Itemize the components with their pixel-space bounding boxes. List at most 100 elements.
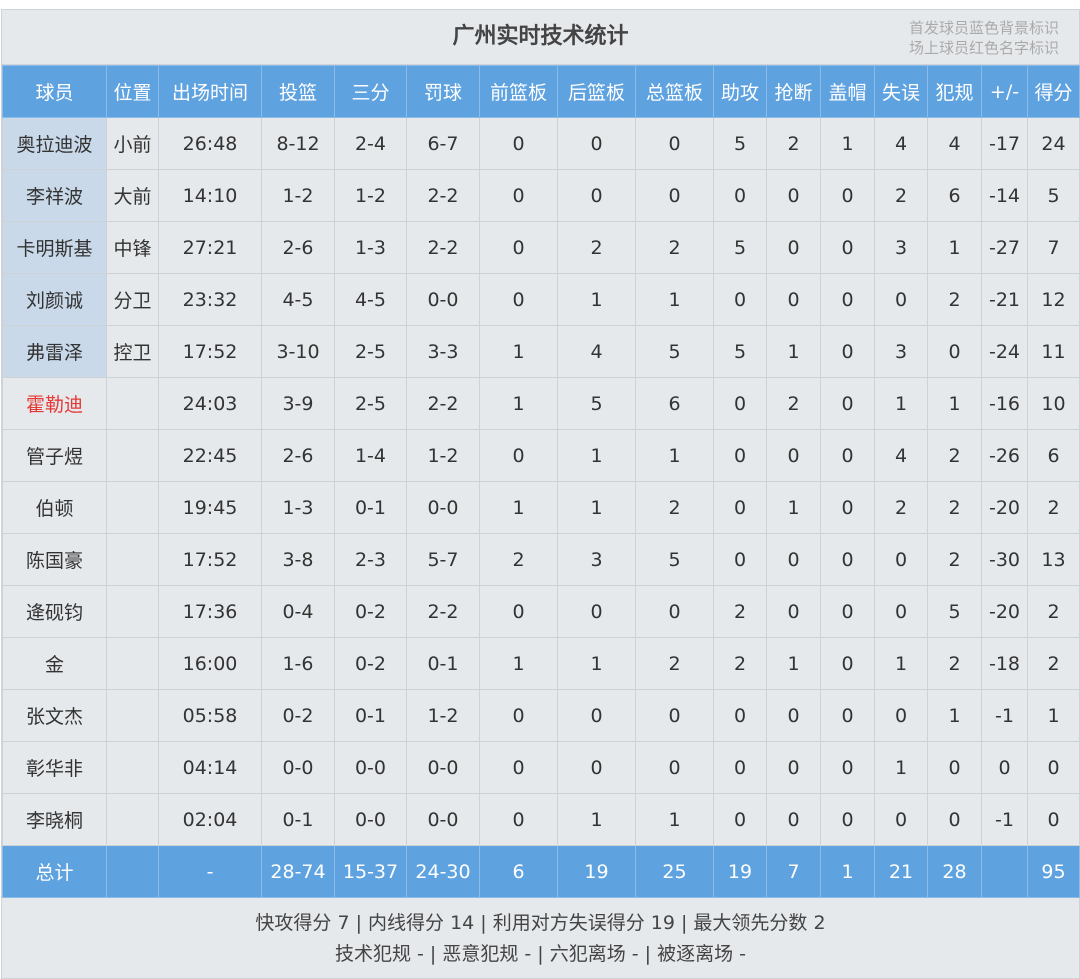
stat-cell: 0: [766, 689, 821, 742]
player-row: 陈国豪 17:52 3-8 2-3 5-7 2 3 5 0 0 0 0 2 -30 13: [2, 533, 1080, 586]
stat-cell: 0-0: [334, 741, 407, 794]
player-name: 张文杰: [2, 689, 107, 742]
stat-cell: 04:14: [158, 741, 262, 794]
stat-cell: 0: [927, 793, 982, 846]
stat-cell: 0-0: [406, 793, 480, 846]
stat-cell: 0: [766, 221, 821, 274]
stat-cell: 2: [927, 481, 982, 534]
stat-cell: 3: [874, 325, 928, 378]
stat-cell: 分卫: [106, 273, 159, 326]
page-title: 广州实时技术统计: [452, 24, 629, 49]
stat-cell: [106, 689, 159, 742]
stat-cell: 0: [713, 793, 767, 846]
stat-cell: 1-6: [261, 637, 335, 690]
stat-cell: 2: [635, 221, 714, 274]
player-name: 李晓桐: [2, 793, 107, 846]
total-cell: 6: [479, 845, 558, 898]
stat-cell: 2: [874, 481, 928, 534]
stat-cell: 2-6: [261, 429, 335, 482]
stat-cell: 0: [713, 169, 767, 222]
player-name: 刘颜诚: [2, 273, 107, 326]
stat-cell: 3-8: [261, 533, 335, 586]
stat-cell: 16:00: [158, 637, 262, 690]
stat-cell: 5: [713, 325, 767, 378]
stat-cell: 5: [713, 221, 767, 274]
stat-cell: 0: [479, 221, 558, 274]
stat-cell: 4: [874, 117, 928, 170]
stat-cell: 1-3: [261, 481, 335, 534]
stat-cell: 5: [635, 533, 714, 586]
stat-cell: 24:03: [158, 377, 262, 430]
stat-cell: 3: [557, 533, 636, 586]
stat-cell: 24: [1027, 117, 1080, 170]
stat-cell: 1-2: [261, 169, 335, 222]
stat-cell: 1: [557, 429, 636, 482]
total-cell: 1: [820, 845, 875, 898]
stat-cell: 1: [927, 221, 982, 274]
stat-cell: 0: [820, 325, 875, 378]
summary-line-1: 快攻得分 7 | 内线得分 14 | 利用对方失误得分 19 | 最大领先分数 …: [255, 912, 826, 934]
column-header: 三分: [334, 65, 407, 118]
player-row: 张文杰 05:58 0-2 0-1 1-2 0 0 0 0 0 0 0 1 -1 1: [2, 689, 1080, 742]
stat-cell: 1: [479, 637, 558, 690]
stat-cell: 2: [1027, 481, 1080, 534]
stat-cell: 2-5: [334, 377, 407, 430]
stat-cell: -27: [981, 221, 1028, 274]
stat-cell: -26: [981, 429, 1028, 482]
stat-cell: 1: [557, 273, 636, 326]
stat-cell: 5: [1027, 169, 1080, 222]
stat-cell: 0-1: [334, 689, 407, 742]
player-row: 逄砚钧 17:36 0-4 0-2 2-2 0 0 0 2 0 0 0 5 -20 2: [2, 585, 1080, 638]
stat-cell: 1: [635, 273, 714, 326]
player-name: 霍勒迪: [2, 377, 107, 430]
player-name: 伯顿: [2, 481, 107, 534]
stat-cell: 17:52: [158, 533, 262, 586]
stat-cell: 5: [927, 585, 982, 638]
stat-cell: 0: [713, 273, 767, 326]
stat-cell: 1-4: [334, 429, 407, 482]
column-header: 犯规: [927, 65, 982, 118]
player-row: 彰华非 04:14 0-0 0-0 0-0 0 0 0 0 0 0 1 0 0 0: [2, 741, 1080, 794]
column-header: 前篮板: [479, 65, 558, 118]
player-name: 陈国豪: [2, 533, 107, 586]
player-row: 金 16:00 1-6 0-2 0-1 1 1 2 2 1 0 1 2 -18 2: [2, 637, 1080, 690]
stat-cell: 0: [820, 481, 875, 534]
stat-cell: 1: [479, 325, 558, 378]
stat-cell: 2: [927, 637, 982, 690]
stat-cell: 0: [874, 533, 928, 586]
stat-cell: 2: [927, 429, 982, 482]
stat-cell: 0-1: [261, 793, 335, 846]
stat-cell: 1-2: [406, 429, 480, 482]
stat-cell: 27:21: [158, 221, 262, 274]
total-cell: 21: [874, 845, 928, 898]
stat-cell: 1: [766, 481, 821, 534]
stat-cell: 0: [479, 741, 558, 794]
stats-panel: 广州实时技术统计 首发球员蓝色背景标识 场上球员红色名字标识 球员 位置 出场时间投…: [1, 9, 1080, 979]
player-name: 逄砚钧: [2, 585, 107, 638]
stat-cell: 0-1: [406, 637, 480, 690]
stat-cell: 6: [927, 169, 982, 222]
column-header: 出场时间: [158, 65, 262, 118]
stat-cell: 0: [479, 273, 558, 326]
total-cell: 28: [927, 845, 982, 898]
stat-cell: 2: [766, 117, 821, 170]
stat-cell: 0: [820, 533, 875, 586]
total-cell: 28-74: [261, 845, 335, 898]
stat-cell: [106, 429, 159, 482]
stat-cell: 2: [1027, 637, 1080, 690]
player-row: 伯顿 19:45 1-3 0-1 0-0 1 1 2 0 1 0 2 2 -20 2: [2, 481, 1080, 534]
total-cell: 总计: [2, 845, 107, 898]
summary-line-2: 技术犯规 - | 恶意犯规 - | 六犯离场 - | 被逐离场 -: [334, 943, 747, 965]
stat-cell: 0: [766, 585, 821, 638]
player-name: 管子煜: [2, 429, 107, 482]
stat-cell: 6: [1027, 429, 1080, 482]
column-header: +/-: [981, 65, 1028, 118]
column-header: 得分: [1027, 65, 1080, 118]
stat-cell: 2: [557, 221, 636, 274]
stat-cell: 4: [927, 117, 982, 170]
stat-cell: 0-2: [261, 689, 335, 742]
stat-cell: 2-2: [406, 585, 480, 638]
stat-cell: 2: [874, 169, 928, 222]
stat-cell: 0: [557, 169, 636, 222]
stat-cell: -16: [981, 377, 1028, 430]
